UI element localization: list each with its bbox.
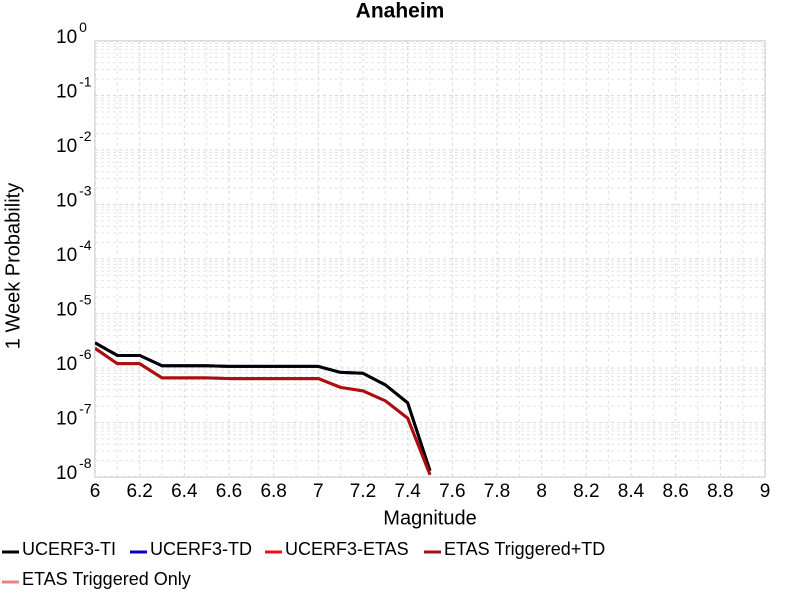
y-tick-base: 10	[56, 191, 77, 212]
x-tick-label: 8.4	[618, 481, 645, 502]
y-tick-label: 10-3	[56, 182, 92, 211]
y-tick-base: 10	[56, 27, 77, 48]
y-tick-base: 10	[56, 409, 77, 430]
x-tick-label: 7.4	[394, 481, 421, 502]
x-tick-label: 6	[90, 481, 101, 502]
x-axis-label: Magnitude	[383, 507, 476, 529]
y-tick-exponent: 0	[79, 19, 87, 35]
y-tick-label: 10-8	[56, 455, 92, 484]
y-tick-exponent: -4	[79, 237, 92, 253]
x-tick-label: 7.2	[350, 481, 376, 502]
x-tick-label: 8.8	[707, 481, 733, 502]
x-tick-label: 7.6	[439, 481, 465, 502]
y-tick-base: 10	[56, 354, 77, 375]
y-tick-label: 10-1	[56, 73, 92, 102]
y-tick-label: 10-6	[56, 346, 92, 375]
y-tick-label: 100	[56, 19, 87, 48]
y-tick-label: 10-7	[56, 400, 92, 429]
x-tick-label: 6.8	[260, 481, 286, 502]
legend-label: UCERF3-TD	[150, 539, 252, 559]
y-tick-exponent: -8	[79, 455, 92, 471]
legend-label: UCERF3-ETAS	[285, 539, 409, 559]
legend-label: ETAS Triggered+TD	[444, 539, 605, 559]
x-tick-label: 8.6	[662, 481, 688, 502]
y-tick-exponent: -3	[79, 182, 92, 198]
y-tick-base: 10	[56, 82, 77, 103]
y-tick-exponent: -7	[79, 400, 92, 416]
y-tick-base: 10	[56, 463, 77, 484]
y-tick-exponent: -1	[79, 73, 92, 89]
x-tick-label: 8.2	[573, 481, 599, 502]
y-tick-base: 10	[56, 300, 77, 321]
y-tick-label: 10-5	[56, 291, 92, 320]
x-tick-label: 7.8	[484, 481, 510, 502]
y-tick-base: 10	[56, 136, 77, 157]
y-axis-label: 1 Week Probability	[2, 183, 24, 349]
x-tick-label: 7	[313, 481, 324, 502]
x-tick-label: 6.2	[126, 481, 152, 502]
x-tick-label: 8	[536, 481, 547, 502]
y-tick-label: 10-2	[56, 128, 92, 157]
x-tick-label: 6.6	[216, 481, 242, 502]
y-tick-exponent: -2	[79, 128, 92, 144]
x-tick-label: 6.4	[171, 481, 198, 502]
y-tick-exponent: -6	[79, 346, 92, 362]
legend-label: UCERF3-TI	[22, 539, 116, 559]
series-line	[95, 341, 432, 472]
x-tick-label: 9	[760, 481, 771, 502]
y-tick-label: 10-4	[56, 237, 92, 266]
series-line	[95, 347, 432, 476]
y-tick-base: 10	[56, 245, 77, 266]
chart-title: Anaheim	[356, 0, 445, 23]
legend-label: ETAS Triggered Only	[22, 569, 191, 589]
y-tick-exponent: -5	[79, 291, 92, 307]
